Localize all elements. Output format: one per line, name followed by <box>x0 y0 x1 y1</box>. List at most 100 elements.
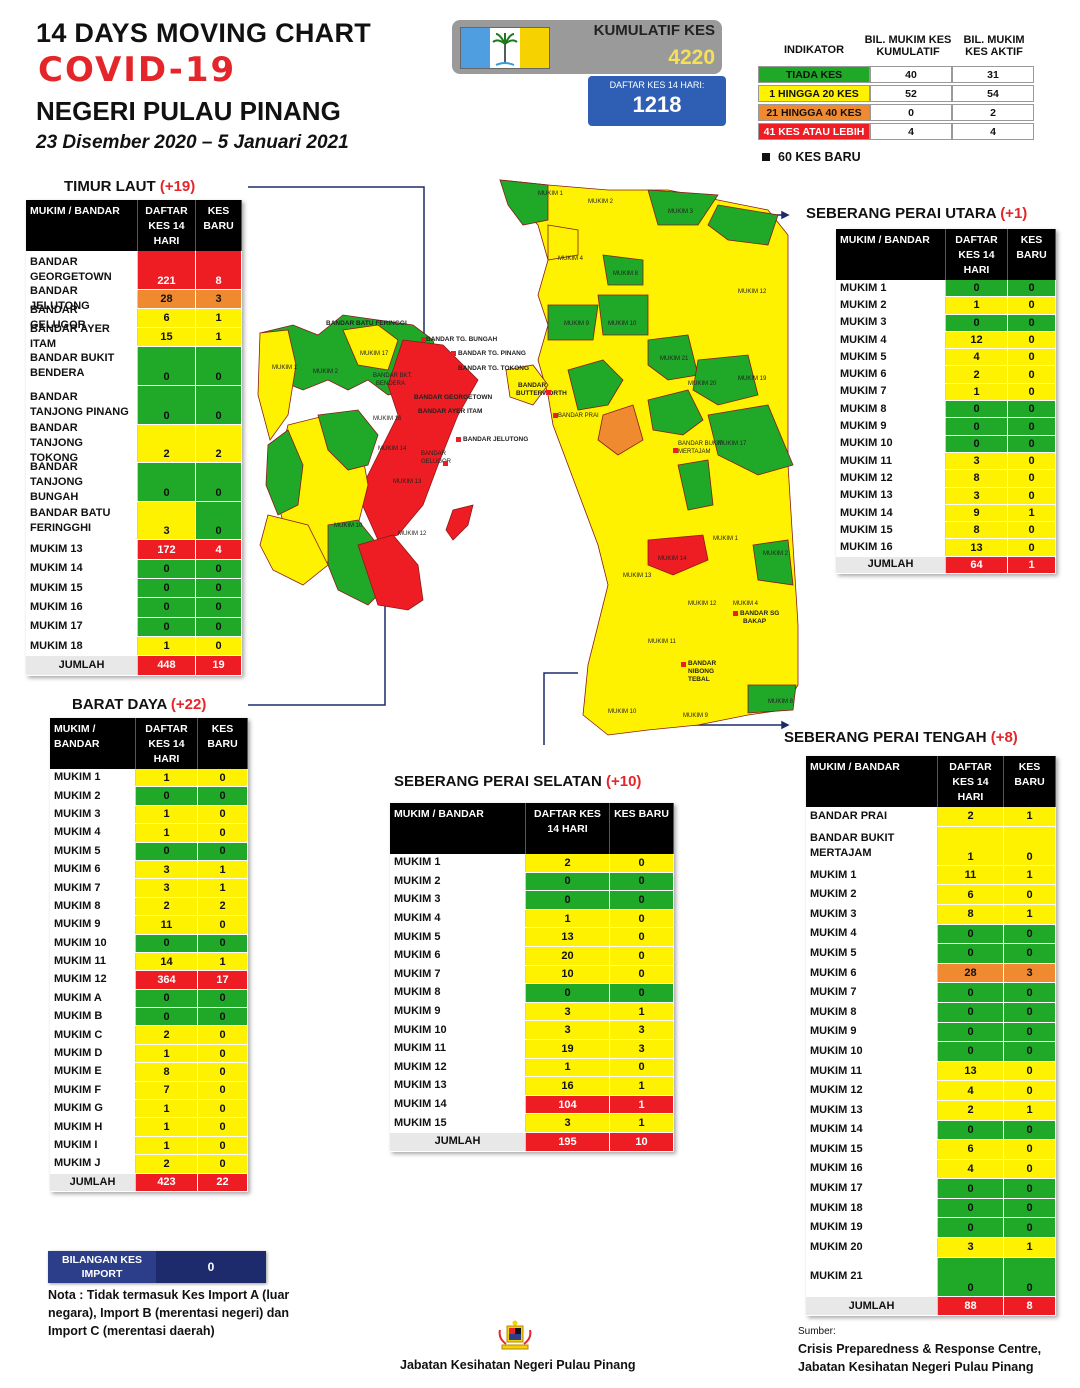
svg-text:BANDAR JELUTONG: BANDAR JELUTONG <box>463 436 528 443</box>
new-cases: 0 <box>1008 297 1056 314</box>
svg-text:GELUGOR: GELUGOR <box>421 459 452 465</box>
table-header: MUKIM / BANDAR DAFTAR KES 14 HARI KES BARU <box>836 229 1056 280</box>
table-row: MUKIM 17 0 0 <box>26 617 242 637</box>
row-name: MUKIM 7 <box>390 965 526 984</box>
cases-14-days: 0 <box>938 1179 1004 1198</box>
table-row: MUKIM 14 0 0 <box>806 1120 1056 1141</box>
row-name: MUKIM 3 <box>836 314 946 331</box>
row-name: MUKIM 1 <box>390 854 526 872</box>
indicator-cumulative: 40 <box>870 66 952 83</box>
row-name: MUKIM 1 <box>836 280 946 297</box>
new-cases: 0 <box>198 787 248 805</box>
column-header: MUKIM / BANDAR <box>26 200 138 251</box>
sps-title-text: SEBERANG PERAI SELATAN <box>394 773 602 790</box>
new-cases: 2 <box>198 897 248 916</box>
column-header: MUKIM / BANDAR <box>50 718 136 769</box>
table-row: MUKIM 14 104 1 <box>390 1095 674 1115</box>
row-name: MUKIM 16 <box>806 1159 938 1179</box>
new-cases: 1 <box>1004 807 1056 826</box>
barat-daya-title-text: BARAT DAYA <box>72 696 167 713</box>
cases-14-days: 16 <box>526 1077 610 1095</box>
new-cases: 1 <box>1004 865 1056 885</box>
table-row: MUKIM 15 6 0 <box>806 1140 1056 1160</box>
row-name: MUKIM 9 <box>390 1002 526 1021</box>
new-cases: 0 <box>1008 435 1056 452</box>
row-name: MUKIM 8 <box>806 1002 938 1022</box>
new-cases: 0 <box>198 1136 248 1155</box>
indicator-row: TIADA KES 40 31 <box>758 66 1034 83</box>
indicator-active: 4 <box>952 123 1034 140</box>
new-cases-legend: 60 KES BARU <box>762 150 861 164</box>
row-name: MUKIM 7 <box>836 383 946 401</box>
row-name: MUKIM 12 <box>806 1081 938 1100</box>
cases-14-days: 3 <box>526 1114 610 1132</box>
row-name: MUKIM 4 <box>836 331 946 349</box>
cases-14-days: 0 <box>938 1022 1004 1042</box>
new-cases: 0 <box>198 989 248 1008</box>
svg-text:BANDAR SG: BANDAR SG <box>740 610 779 617</box>
row-name: MUKIM 9 <box>50 916 136 934</box>
cases-14-days: 0 <box>136 842 198 860</box>
new-cases: 0 <box>1008 470 1056 487</box>
cases-14-days: 6 <box>938 1140 1004 1159</box>
new-cases: 1 <box>198 952 248 971</box>
cases-14-days: 0 <box>136 787 198 805</box>
new-cases: 0 <box>1004 1257 1056 1296</box>
new-cases: 0 <box>1004 1159 1056 1179</box>
indicator-col1: INDIKATOR <box>783 44 845 56</box>
source-label: Sumber: <box>798 1326 836 1337</box>
cases-14-days: 0 <box>946 418 1008 435</box>
svg-text:NIBONG: NIBONG <box>688 668 714 675</box>
row-name: MUKIM 7 <box>50 879 136 897</box>
cases-14-days: 104 <box>526 1095 610 1114</box>
cases-14-days: 195 <box>526 1132 610 1151</box>
new-cases: 0 <box>1004 1061 1056 1081</box>
svg-text:MUKIM 21: MUKIM 21 <box>660 356 689 362</box>
new-cases: 0 <box>196 501 242 540</box>
cases-14-days: 0 <box>526 984 610 1002</box>
row-name: MUKIM E <box>50 1063 136 1081</box>
table-row: MUKIM 18 1 0 <box>26 636 242 657</box>
new-cases: 0 <box>1004 826 1056 865</box>
cases-14-days: 0 <box>136 934 198 952</box>
cases-14-days: 15 <box>138 328 196 347</box>
new-cases: 0 <box>198 916 248 934</box>
column-header: KES BARU <box>610 803 674 854</box>
svg-text:BUTTERWORTH: BUTTERWORTH <box>516 390 567 397</box>
cases-14-days: 1 <box>136 1100 198 1118</box>
row-name: MUKIM 21 <box>806 1257 938 1296</box>
row-name: MUKIM 3 <box>390 891 526 909</box>
table-row: BANDAR GEORGETOWN 221 8 <box>26 251 242 290</box>
barat-daya-table: MUKIM / BANDAR DAFTAR KES 14 HARI KES BARU… <box>50 718 248 1192</box>
svg-text:MUKIM 13: MUKIM 13 <box>623 573 652 579</box>
cases-14-days: 448 <box>138 656 196 675</box>
cases-14-days: 1 <box>136 1044 198 1063</box>
new-cases: 3 <box>610 1021 674 1039</box>
row-name: MUKIM 16 <box>836 539 946 556</box>
row-name: BANDAR PRAI <box>806 807 938 826</box>
new-cases: 0 <box>1004 885 1056 904</box>
cases-14-days: 0 <box>946 401 1008 418</box>
total-row: JUMLAH 195 10 <box>390 1132 674 1152</box>
table-row: MUKIM 17 0 0 <box>806 1179 1056 1199</box>
cases-14-days: 88 <box>938 1296 1004 1316</box>
cases-14-days: 4 <box>938 1159 1004 1179</box>
row-name: MUKIM 1 <box>806 865 938 885</box>
timur-laut-title-text: TIMUR LAUT <box>64 178 156 195</box>
timur-laut-table: MUKIM / BANDAR DAFTAR KES 14 HARI KES BARU… <box>26 200 242 676</box>
row-name: MUKIM 13 <box>26 540 138 559</box>
indicator-row: 41 KES ATAU LEBIH 4 4 <box>758 123 1034 140</box>
new-cases: 0 <box>198 1044 248 1063</box>
row-name: BANDAR BUKIT MERTAJAM <box>806 826 938 865</box>
table-row: MUKIM 13 16 1 <box>390 1077 674 1096</box>
row-name: MUKIM A <box>50 989 136 1008</box>
table-row: MUKIM 11 19 3 <box>390 1039 674 1059</box>
svg-text:MUKIM 1: MUKIM 1 <box>272 365 298 371</box>
spt-title-text: SEBERANG PERAI TENGAH <box>784 729 987 746</box>
